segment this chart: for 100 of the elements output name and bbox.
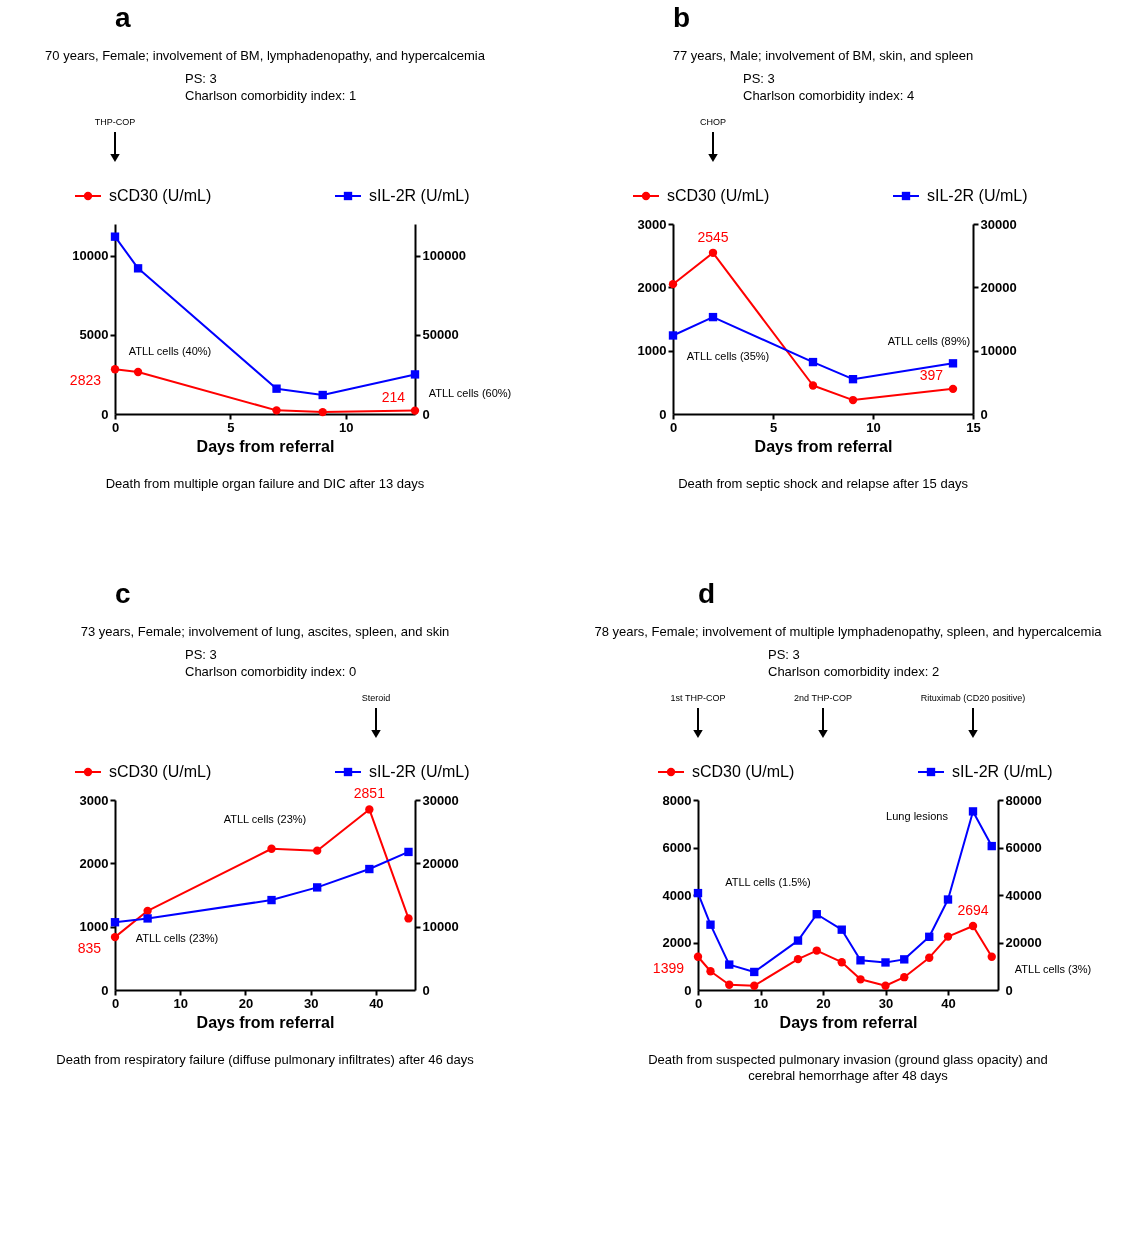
text: Charlson comorbidity index: 0 (185, 664, 357, 679)
y-tick-label: 2000 (637, 279, 667, 295)
y-tick-label: 6000 (662, 840, 692, 855)
point (708, 312, 718, 322)
legend-label: sIL-2R (U/mL) (369, 763, 470, 780)
y2-tick-label: 50000 (422, 327, 459, 343)
point (668, 331, 678, 340)
x-tick-label: 0 (694, 995, 703, 1011)
chart-title: c (115, 578, 131, 609)
x-axis-title: Days from referral (754, 437, 893, 455)
point (948, 359, 958, 368)
x-axis-title: Days from referral (196, 1013, 335, 1031)
y-tick-label: 1000 (637, 343, 667, 359)
data-label: 1399 (652, 959, 685, 976)
chart-subtitle: 73 years, Female; involvement of lung, ascites, spleen, and skin (80, 624, 450, 639)
data-label: 835 (77, 940, 102, 957)
x-tick-label: 10 (866, 419, 881, 435)
point (133, 367, 143, 377)
y2-tick-label: 10000 (980, 343, 1017, 359)
chart-subtitle: 77 years, Male; involvement of BM, skin, and spleen (672, 48, 974, 63)
point (881, 981, 890, 990)
text: CHOP (699, 117, 727, 127)
point (837, 958, 846, 967)
y2-tick-label: 40000 (1005, 887, 1042, 903)
x-tick-label: 5 (227, 419, 235, 435)
point (312, 883, 322, 892)
text: Death from suspected pulmonary invasion (ground glass opacity) and cerebral hemorrhage after 48 days (648, 1052, 1048, 1083)
annotation: ATLL cells (40%) (128, 345, 212, 357)
point (848, 374, 858, 384)
text: Steroid (361, 693, 391, 703)
point (750, 967, 759, 977)
chart-subtitle: 78 years, Female; involvement of multiple lymphadenopathy, spleen, and hypercalcemia (594, 624, 1103, 639)
data-label: 397 (919, 366, 944, 383)
point (110, 932, 120, 942)
y2-tick-label: 30000 (422, 792, 459, 808)
chart-title: a (115, 2, 131, 33)
text: Charlson comorbidity index: 1 (185, 88, 357, 103)
point (987, 841, 996, 851)
point (318, 407, 327, 417)
y2-tick-label: 20000 (422, 855, 459, 871)
y2-tick-label: 0 (422, 406, 430, 422)
x-tick-label: 40 (369, 995, 384, 1011)
point (706, 920, 715, 929)
chart-subtitle: 70 years, Female; involvement of BM, lymphadenopathy, and hypercalcemia (45, 48, 486, 63)
legend-label: sIL-2R (U/mL) (952, 763, 1053, 780)
text: ATLL cells (60%) (428, 387, 512, 399)
text: THP-COP (94, 117, 136, 127)
text: PS: 3 (185, 71, 217, 86)
text: PS: 3 (743, 71, 775, 86)
point (925, 953, 934, 962)
point (856, 956, 865, 965)
y-tick-label: 2000 (79, 855, 109, 871)
point (110, 918, 120, 927)
y-tick-label: 0 (101, 406, 109, 422)
x-tick-label: 5 (769, 419, 778, 435)
annotation: ATLL cells (89%) (887, 335, 971, 347)
point (881, 958, 890, 967)
point (365, 864, 374, 874)
point (272, 406, 281, 415)
y-tick-label: 2000 (662, 935, 692, 950)
point (404, 847, 413, 857)
text: 2nd THP-COP (794, 693, 852, 703)
point (808, 357, 818, 367)
y2-tick-label: 10000 (422, 919, 459, 935)
text: PS: 3 (185, 647, 217, 662)
point (312, 846, 322, 855)
point (410, 370, 420, 379)
point (808, 381, 818, 390)
x-axis-title: Days from referral (196, 437, 335, 455)
y2-tick-label: 20000 (980, 279, 1017, 295)
y2-tick-label: 30000 (980, 216, 1017, 232)
point (706, 967, 715, 976)
point (925, 932, 934, 941)
x-axis-title: Days from referral (779, 1013, 918, 1031)
x-tick-label: 10 (173, 995, 188, 1011)
x-tick-label: 30 (303, 995, 319, 1011)
point (943, 932, 953, 941)
point (133, 264, 143, 273)
point (848, 395, 858, 405)
point (410, 406, 420, 415)
point (856, 975, 865, 984)
x-tick-label: 10 (339, 419, 354, 435)
x-tick-label: 15 (966, 419, 981, 435)
x-tick-label: 0 (111, 419, 120, 435)
text: PS: 3 (768, 647, 800, 662)
y-tick-label: 8000 (662, 792, 692, 808)
point (693, 952, 703, 961)
point (693, 888, 703, 898)
point (812, 910, 821, 919)
point (900, 955, 909, 964)
point (948, 384, 958, 394)
chart-title: d (698, 578, 716, 609)
y-tick-label: 3000 (79, 792, 109, 808)
y2-tick-label: 80000 (1005, 792, 1042, 808)
x-tick-label: 20 (816, 995, 831, 1011)
text: Death from septic shock and relapse after 15 days (678, 476, 969, 491)
point (267, 844, 276, 853)
legend-label: sIL-2R (U/mL) (369, 187, 470, 204)
y-tick-label: 10000 (72, 248, 109, 264)
chart-title: b (673, 2, 691, 33)
